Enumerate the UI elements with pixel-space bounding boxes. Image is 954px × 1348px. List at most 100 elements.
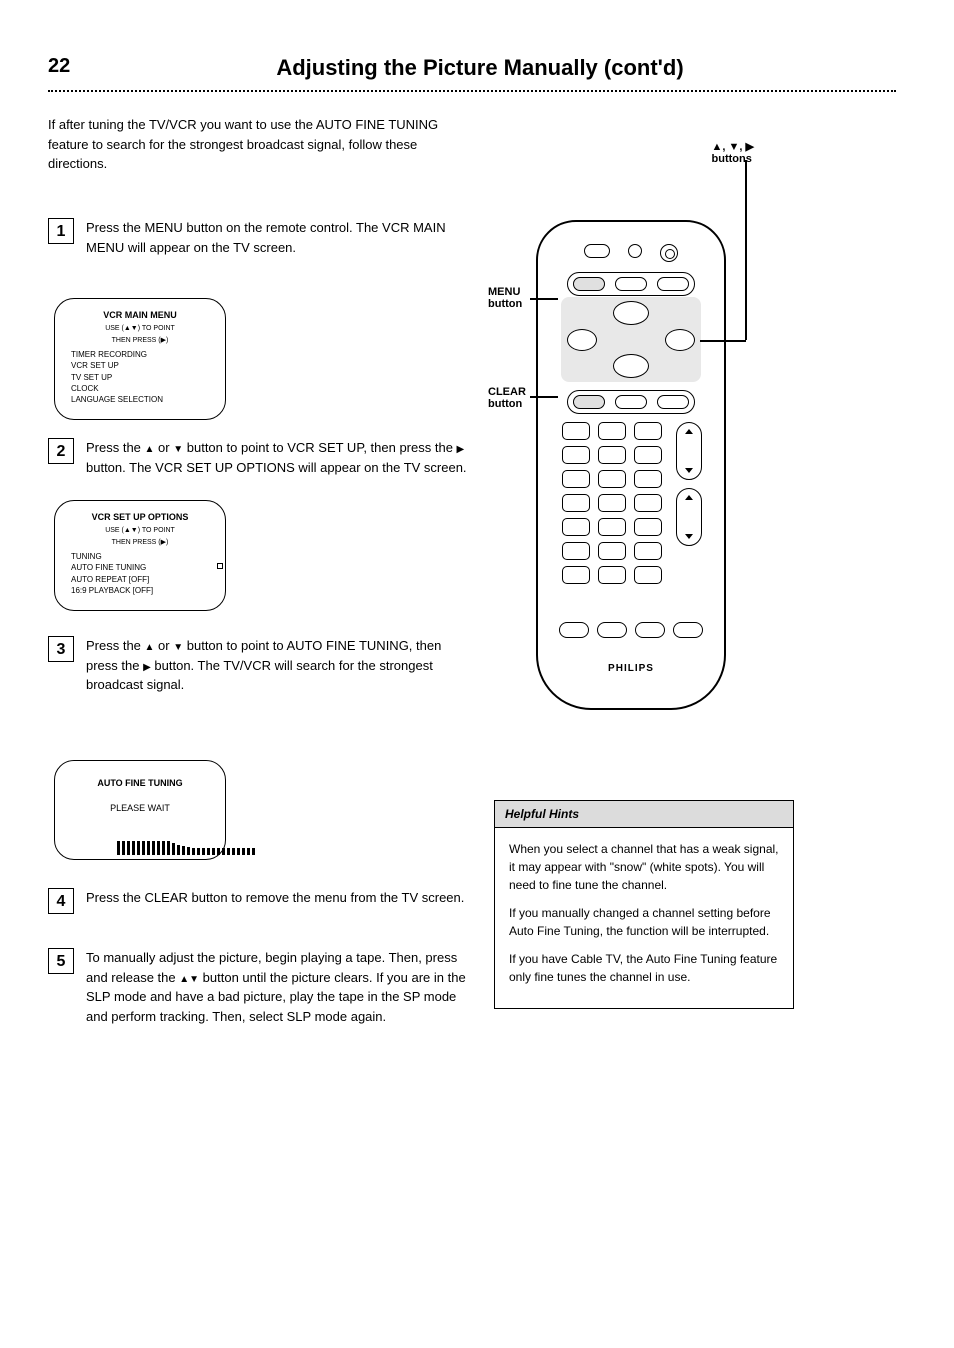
callout-line [745, 160, 747, 340]
row-button [615, 395, 647, 409]
key-4 [562, 446, 590, 464]
volume-rocker [676, 488, 702, 546]
key-extra10 [598, 566, 626, 584]
right-arrow-icon [457, 440, 465, 455]
dpad-area [561, 297, 701, 382]
bottom-button [635, 622, 665, 638]
pointer-icon [217, 563, 223, 569]
page-title: Adjusting the Picture Manually (cont'd) [200, 55, 760, 81]
menu1-hint2: THEN PRESS (▶) [67, 336, 213, 346]
key-extra3 [562, 518, 590, 536]
menu-screen-tuning: AUTO FINE TUNING PLEASE WAIT [54, 760, 226, 860]
menu1-title: VCR MAIN MENU [67, 309, 213, 322]
callout-arrows-label: ▲, ▼, ▶ buttons [712, 140, 754, 165]
key-0 [598, 494, 626, 512]
step-number-2: 2 [48, 438, 74, 464]
step-3: 3 Press the or button to point to AUTO F… [48, 636, 468, 695]
key-2 [598, 422, 626, 440]
helpful-p1: When you select a channel that has a wea… [509, 840, 779, 894]
key-3 [634, 422, 662, 440]
callout-clear-label: CLEAR button [488, 386, 526, 410]
menu-row [567, 272, 695, 296]
menu1-hint1: USE (▲▼) TO POINT [67, 324, 213, 334]
small-button [628, 244, 642, 258]
dpad-down-button [613, 354, 649, 378]
step-5: 5 To manually adjust the picture, begin … [48, 948, 468, 1026]
key-6 [634, 446, 662, 464]
menu2-hint2: THEN PRESS (▶) [67, 538, 213, 548]
power-button [660, 244, 678, 262]
step-4: 4 Press the CLEAR button to remove the m… [48, 888, 468, 908]
tv-vcr-button [584, 244, 610, 258]
dpad-up-button [613, 301, 649, 325]
callout-menu-label: MENU button [488, 286, 522, 310]
step-5-text: To manually adjust the picture, begin pl… [86, 948, 468, 1026]
key-5 [598, 446, 626, 464]
step-2: 2 Press the or button to point to VCR SE… [48, 438, 468, 477]
down-arrow-icon [189, 970, 199, 985]
down-arrow-icon [173, 638, 183, 653]
divider [48, 90, 896, 92]
step-1-text: Press the MENU button on the remote cont… [86, 218, 468, 257]
step-number-1: 1 [48, 218, 74, 244]
progress-bar [117, 841, 265, 855]
menu2-hint1: USE (▲▼) TO POINT [67, 526, 213, 536]
up-arrow-icon [145, 638, 155, 653]
key-extra5 [634, 518, 662, 536]
step-4-text: Press the CLEAR button to remove the men… [86, 888, 468, 908]
clear-row [567, 390, 695, 414]
key-extra [562, 494, 590, 512]
bottom-button [673, 622, 703, 638]
row-button [657, 277, 689, 291]
menu3-title: AUTO FINE TUNING [67, 777, 213, 790]
helpful-hints-box: Helpful Hints When you select a channel … [494, 800, 794, 1009]
bottom-button [597, 622, 627, 638]
menu-button [573, 277, 605, 291]
step-1: 1 Press the MENU button on the remote co… [48, 218, 468, 257]
channel-rocker [676, 422, 702, 480]
key-extra7 [598, 542, 626, 560]
callout-line [700, 340, 746, 342]
step-3-text: Press the or button to point to AUTO FIN… [86, 636, 468, 695]
callout-line [530, 396, 558, 398]
callout-line [530, 298, 558, 300]
dpad-left-button [567, 329, 597, 351]
up-arrow-icon [145, 440, 155, 455]
key-9 [634, 470, 662, 488]
remote-top-row [538, 244, 724, 262]
step-2-text: Press the or button to point to VCR SET … [86, 438, 468, 477]
step-number-3: 3 [48, 636, 74, 662]
row-button [615, 277, 647, 291]
helpful-p3: If you have Cable TV, the Auto Fine Tuni… [509, 950, 779, 986]
step-number-5: 5 [48, 948, 74, 974]
brand-label: PHILIPS [608, 663, 654, 674]
key-7 [562, 470, 590, 488]
helpful-header: Helpful Hints [495, 801, 793, 828]
remote-body: PHILIPS [536, 220, 726, 710]
side-rockers [676, 422, 702, 546]
key-extra4 [598, 518, 626, 536]
down-arrow-icon [173, 440, 183, 455]
clear-button [573, 395, 605, 409]
menu3-message: PLEASE WAIT [67, 802, 213, 815]
key-1 [562, 422, 590, 440]
intro-text: If after tuning the TV/VCR you want to u… [48, 115, 468, 174]
key-extra2 [634, 494, 662, 512]
row-button [657, 395, 689, 409]
menu-screen-main: VCR MAIN MENU USE (▲▼) TO POINT THEN PRE… [54, 298, 226, 420]
key-extra6 [562, 542, 590, 560]
page-number: 22 [48, 55, 70, 78]
right-arrow-icon [143, 658, 151, 673]
dpad-right-button [665, 329, 695, 351]
step-number-4: 4 [48, 888, 74, 914]
menu1-items: TIMER RECORDING VCR SET UP TV SET UP CLO… [67, 349, 213, 405]
menu2-title: VCR SET UP OPTIONS [67, 511, 213, 524]
bottom-button [559, 622, 589, 638]
menu2-items: TUNING AUTO FINE TUNING AUTO REPEAT [OFF… [67, 551, 213, 596]
helpful-p2: If you manually changed a channel settin… [509, 904, 779, 940]
helpful-body: When you select a channel that has a wea… [495, 828, 793, 1008]
up-arrow-icon [179, 970, 189, 985]
key-extra11 [634, 566, 662, 584]
keypad [562, 422, 662, 584]
menu-screen-setup: VCR SET UP OPTIONS USE (▲▼) TO POINT THE… [54, 500, 226, 611]
